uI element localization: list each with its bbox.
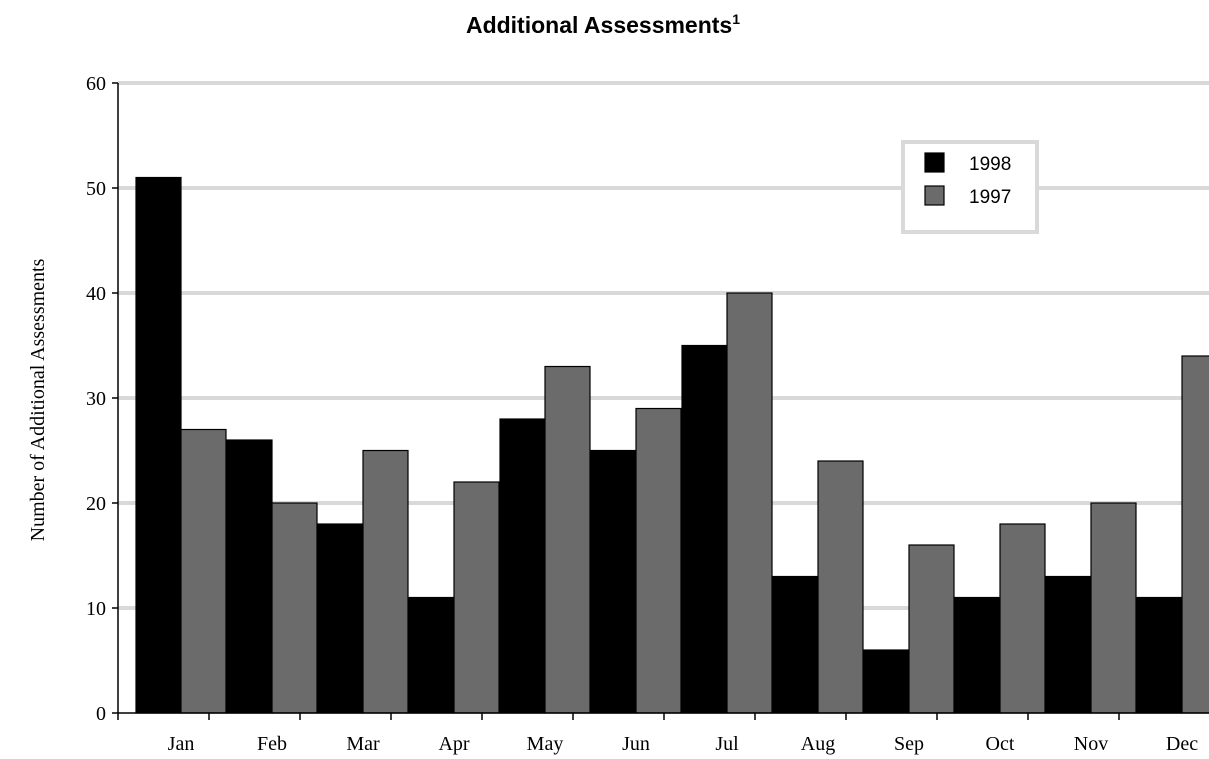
- bar-1998-oct: [954, 596, 1001, 714]
- chart-title: Additional Assessments1: [466, 11, 740, 38]
- x-tick-label-apr: Apr: [438, 733, 469, 755]
- legend: 1998 1997: [901, 140, 1039, 234]
- y-axis-label: Number of Additional Assessments: [27, 258, 49, 541]
- bar-1997-aug: [817, 460, 864, 714]
- chart-title-superscript: 1: [732, 11, 740, 27]
- x-tick-labels: Jan Feb Mar Apr May Jun Jul Aug Sep Oct Nov Dec: [168, 733, 1199, 755]
- bar-1998-jan: [135, 176, 182, 714]
- bar-1997-jul: [726, 292, 773, 714]
- bar-1997-feb: [271, 502, 318, 714]
- bar-1997-sep: [908, 544, 955, 714]
- x-tick-label-sep: Sep: [894, 733, 924, 755]
- y-tick-label: 0: [96, 703, 106, 725]
- axes: [112, 82, 1209, 720]
- bar-1997-mar: [362, 449, 409, 714]
- bar-1998-dec: [1136, 596, 1183, 714]
- bar-1998-sep: [863, 649, 910, 714]
- x-tick-label-jul: Jul: [715, 733, 739, 755]
- y-tick-label: 60: [86, 73, 106, 95]
- legend-label-1998: 1998: [969, 154, 1011, 175]
- legend-label-1997: 1997: [969, 187, 1011, 208]
- legend-swatch-1997: [924, 185, 945, 206]
- y-tick-label: 30: [86, 388, 106, 410]
- x-tick-label-jun: Jun: [622, 733, 650, 755]
- y-tick-label: 10: [86, 598, 106, 620]
- x-tick-label-aug: Aug: [801, 733, 835, 755]
- y-tick-label: 20: [86, 493, 106, 515]
- bar-1998-jul: [681, 344, 728, 714]
- bar-1997-nov: [1090, 502, 1137, 714]
- bar-1998-jun: [590, 449, 637, 714]
- x-tick-label-nov: Nov: [1074, 733, 1108, 755]
- x-tick-label-dec: Dec: [1166, 733, 1198, 755]
- bar-1998-feb: [226, 439, 273, 714]
- bar-1997-dec: [1181, 355, 1209, 714]
- bar-1998-mar: [317, 523, 364, 714]
- y-tick-label: 40: [86, 283, 106, 305]
- legend-swatch-1998: [924, 152, 945, 173]
- y-tick-label: 50: [86, 178, 106, 200]
- bar-1997-apr: [453, 481, 500, 714]
- bar-1997-oct: [999, 523, 1046, 714]
- bar-1997-may: [544, 365, 591, 714]
- bar-1997-jun: [635, 407, 682, 714]
- bars: [135, 176, 1209, 714]
- x-tick-label-feb: Feb: [257, 733, 287, 755]
- bar-1998-may: [499, 418, 546, 714]
- x-tick-label-oct: Oct: [986, 733, 1015, 755]
- bar-1998-nov: [1045, 575, 1092, 714]
- bar-1998-apr: [408, 596, 455, 714]
- bar-1997-jan: [180, 428, 227, 714]
- chart-title-text: Additional Assessments: [466, 12, 732, 38]
- x-tick-label-jan: Jan: [168, 733, 195, 755]
- x-tick-label-may: May: [527, 733, 564, 755]
- y-tick-labels: 0 10 20 30 40 50 60: [86, 73, 106, 725]
- x-tick-label-mar: Mar: [346, 733, 380, 755]
- bar-1998-aug: [772, 575, 819, 714]
